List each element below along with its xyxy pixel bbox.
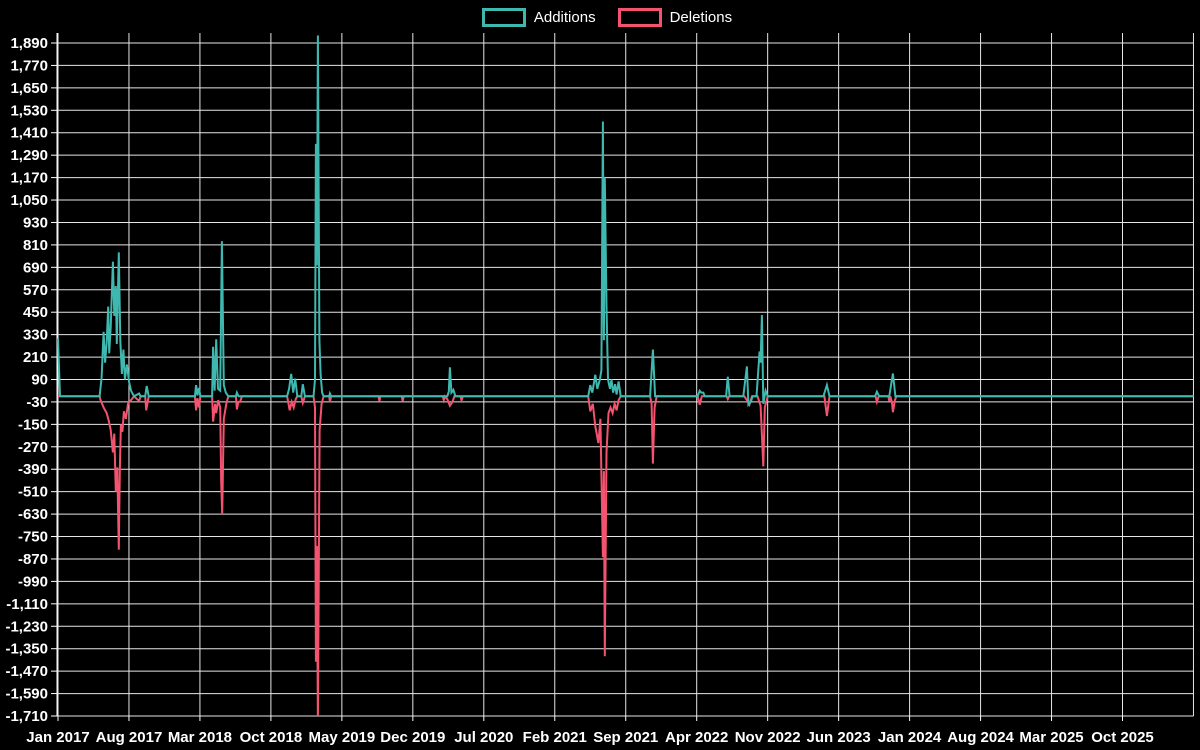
svg-text:-1,710: -1,710 <box>5 708 48 725</box>
legend-item-additions[interactable]: Additions <box>481 8 596 27</box>
svg-text:1,890: 1,890 <box>10 35 48 52</box>
svg-text:570: 570 <box>23 282 48 299</box>
series-lines <box>57 35 1194 716</box>
svg-text:1,290: 1,290 <box>10 147 48 164</box>
svg-text:Aug 2017: Aug 2017 <box>96 729 163 746</box>
svg-text:Mar 2018: Mar 2018 <box>168 729 232 746</box>
svg-text:1,170: 1,170 <box>10 170 48 187</box>
svg-text:1,410: 1,410 <box>10 125 48 142</box>
deletions-line <box>58 394 1194 716</box>
svg-text:Feb 2021: Feb 2021 <box>523 729 587 746</box>
svg-text:1,530: 1,530 <box>10 102 48 119</box>
svg-text:Oct 2025: Oct 2025 <box>1091 729 1154 746</box>
svg-text:-870: -870 <box>18 551 48 568</box>
svg-text:-390: -390 <box>18 461 48 478</box>
svg-text:-270: -270 <box>18 439 48 456</box>
y-axis-labels: 1,890 1,770 1,650 1,530 1,410 1,290 1,170 1,050… <box>5 35 48 725</box>
svg-text:-750: -750 <box>18 529 48 546</box>
chart-legend: Additions Deletions <box>14 8 1200 27</box>
svg-text:90: 90 <box>31 371 48 388</box>
svg-text:-1,230: -1,230 <box>5 618 48 635</box>
svg-text:-630: -630 <box>18 506 48 523</box>
svg-text:Jan 2024: Jan 2024 <box>878 729 942 746</box>
svg-text:1,650: 1,650 <box>10 80 48 97</box>
legend-item-deletions[interactable]: Deletions <box>617 8 733 27</box>
svg-text:Sep 2021: Sep 2021 <box>593 729 658 746</box>
svg-text:Nov 2022: Nov 2022 <box>735 729 801 746</box>
x-axis-labels: Jan 2017 Aug 2017 Mar 2018 Oct 2018 May 2019… <box>26 729 1153 746</box>
svg-text:May 2019: May 2019 <box>309 729 376 746</box>
svg-text:-510: -510 <box>18 484 48 501</box>
legend-label-deletions: Deletions <box>669 8 733 26</box>
svg-text:Apr 2022: Apr 2022 <box>665 729 728 746</box>
svg-text:210: 210 <box>23 349 48 366</box>
svg-text:-990: -990 <box>18 573 48 590</box>
svg-text:1,050: 1,050 <box>10 192 48 209</box>
svg-text:450: 450 <box>23 304 48 321</box>
svg-text:Oct 2018: Oct 2018 <box>240 729 303 746</box>
svg-text:810: 810 <box>23 237 48 254</box>
deletions-swatch-icon <box>617 8 662 27</box>
svg-text:330: 330 <box>23 327 48 344</box>
svg-text:-1,470: -1,470 <box>5 663 48 680</box>
svg-text:Dec 2019: Dec 2019 <box>380 729 445 746</box>
svg-text:-150: -150 <box>18 416 48 433</box>
svg-text:Jul 2020: Jul 2020 <box>454 729 513 746</box>
svg-text:Aug 2024: Aug 2024 <box>947 729 1014 746</box>
legend-label-additions: Additions <box>533 8 596 26</box>
svg-text:-1,110: -1,110 <box>6 596 48 613</box>
additions-swatch-icon <box>481 8 526 27</box>
svg-text:-1,590: -1,590 <box>5 686 48 703</box>
svg-text:Mar 2025: Mar 2025 <box>1019 729 1083 746</box>
svg-text:930: 930 <box>23 214 48 231</box>
svg-text:-30: -30 <box>26 394 48 411</box>
gridlines <box>57 33 1194 717</box>
svg-text:-1,350: -1,350 <box>5 641 48 658</box>
svg-text:Jun 2023: Jun 2023 <box>807 729 871 746</box>
additions-line <box>57 35 1194 408</box>
axis-ticks <box>51 42 1124 721</box>
svg-text:690: 690 <box>23 259 48 276</box>
svg-text:1,770: 1,770 <box>10 57 48 74</box>
svg-text:Jan 2017: Jan 2017 <box>26 729 89 746</box>
